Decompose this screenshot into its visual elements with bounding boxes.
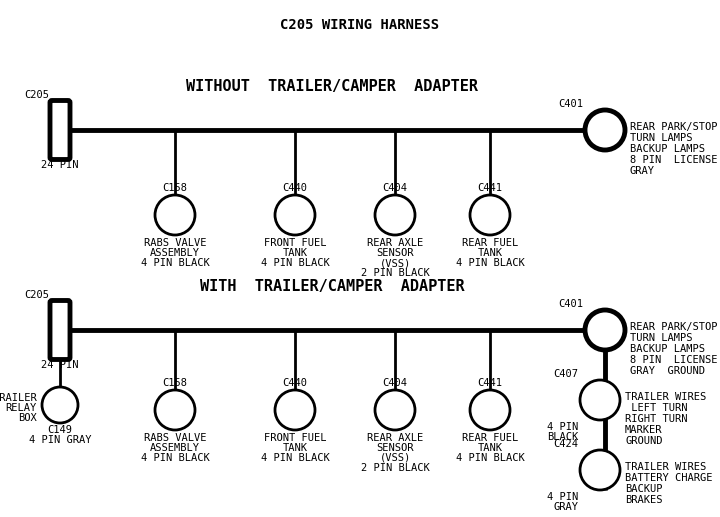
Text: 24 PIN: 24 PIN [41, 160, 78, 171]
Text: FRONT FUEL: FRONT FUEL [264, 433, 326, 443]
Text: 8 PIN  LICENSE LAMPS: 8 PIN LICENSE LAMPS [630, 155, 720, 165]
Text: C205: C205 [24, 90, 49, 100]
Text: 4 PIN: 4 PIN [546, 422, 578, 432]
Text: C441: C441 [477, 378, 503, 388]
Text: BACKUP LAMPS: BACKUP LAMPS [630, 144, 705, 154]
Text: GRAY  GROUND: GRAY GROUND [630, 366, 705, 376]
Text: GROUND: GROUND [625, 436, 662, 446]
Text: C407: C407 [553, 369, 578, 379]
Text: C401: C401 [558, 299, 583, 309]
Text: 4 PIN GRAY: 4 PIN GRAY [29, 435, 91, 445]
Circle shape [580, 450, 620, 490]
Text: C441: C441 [477, 183, 503, 193]
Text: REAR AXLE: REAR AXLE [367, 433, 423, 443]
Text: TURN LAMPS: TURN LAMPS [630, 333, 693, 343]
Text: C149: C149 [48, 425, 73, 435]
Text: 4 PIN BLACK: 4 PIN BLACK [456, 453, 524, 463]
Text: C158: C158 [163, 378, 187, 388]
Text: C440: C440 [282, 183, 307, 193]
Text: SENSOR: SENSOR [377, 443, 414, 453]
Circle shape [42, 387, 78, 423]
Circle shape [580, 380, 620, 420]
Text: BLACK: BLACK [546, 432, 578, 442]
Text: RABS VALVE: RABS VALVE [144, 433, 206, 443]
Text: FRONT FUEL: FRONT FUEL [264, 238, 326, 248]
Text: WITHOUT  TRAILER/CAMPER  ADAPTER: WITHOUT TRAILER/CAMPER ADAPTER [186, 80, 479, 95]
Text: C401: C401 [558, 99, 583, 109]
Text: GRAY: GRAY [630, 166, 655, 176]
Text: C404: C404 [382, 183, 408, 193]
Text: TURN LAMPS: TURN LAMPS [630, 133, 693, 143]
Text: C205: C205 [24, 291, 49, 300]
Text: BRAKES: BRAKES [625, 495, 662, 505]
Text: C424: C424 [553, 439, 578, 449]
Circle shape [155, 195, 195, 235]
Text: RELAY: RELAY [6, 403, 37, 413]
Text: ASSEMBLY: ASSEMBLY [150, 248, 200, 258]
Text: TRAILER: TRAILER [0, 393, 37, 403]
Circle shape [155, 390, 195, 430]
FancyBboxPatch shape [50, 100, 70, 160]
Text: GRAY: GRAY [553, 502, 578, 512]
Text: 4 PIN BLACK: 4 PIN BLACK [261, 258, 329, 268]
Text: REAR PARK/STOP: REAR PARK/STOP [630, 322, 718, 332]
Circle shape [470, 195, 510, 235]
Text: BACKUP: BACKUP [625, 484, 662, 494]
Text: REAR FUEL: REAR FUEL [462, 238, 518, 248]
Text: TANK: TANK [282, 248, 307, 258]
Circle shape [275, 195, 315, 235]
Text: 4 PIN BLACK: 4 PIN BLACK [140, 453, 210, 463]
Text: RIGHT TURN: RIGHT TURN [625, 414, 688, 424]
Text: C440: C440 [282, 378, 307, 388]
Text: REAR PARK/STOP: REAR PARK/STOP [630, 122, 718, 132]
Text: 4 PIN BLACK: 4 PIN BLACK [261, 453, 329, 463]
Text: 8 PIN  LICENSE LAMPS: 8 PIN LICENSE LAMPS [630, 355, 720, 365]
Text: C158: C158 [163, 183, 187, 193]
Circle shape [585, 110, 625, 150]
Text: (VSS): (VSS) [379, 453, 410, 463]
Text: 4 PIN BLACK: 4 PIN BLACK [140, 258, 210, 268]
Circle shape [585, 310, 625, 350]
Text: 4 PIN: 4 PIN [546, 492, 578, 502]
Text: TANK: TANK [477, 248, 503, 258]
Text: (VSS): (VSS) [379, 258, 410, 268]
Text: WITH  TRAILER/CAMPER  ADAPTER: WITH TRAILER/CAMPER ADAPTER [200, 280, 465, 295]
Text: C404: C404 [382, 378, 408, 388]
Text: TRAILER WIRES: TRAILER WIRES [625, 462, 706, 472]
Circle shape [375, 390, 415, 430]
Text: BACKUP LAMPS: BACKUP LAMPS [630, 344, 705, 354]
Text: 4 PIN BLACK: 4 PIN BLACK [456, 258, 524, 268]
Text: RABS VALVE: RABS VALVE [144, 238, 206, 248]
Text: REAR FUEL: REAR FUEL [462, 433, 518, 443]
Text: 2 PIN BLACK: 2 PIN BLACK [361, 463, 429, 473]
Text: ASSEMBLY: ASSEMBLY [150, 443, 200, 453]
Text: BOX: BOX [18, 413, 37, 423]
Circle shape [275, 390, 315, 430]
Text: SENSOR: SENSOR [377, 248, 414, 258]
Text: 24 PIN: 24 PIN [41, 360, 78, 371]
Text: 2 PIN BLACK: 2 PIN BLACK [361, 268, 429, 278]
Circle shape [470, 390, 510, 430]
Text: REAR AXLE: REAR AXLE [367, 238, 423, 248]
Text: BATTERY CHARGE: BATTERY CHARGE [625, 473, 713, 483]
Text: TANK: TANK [477, 443, 503, 453]
FancyBboxPatch shape [50, 300, 70, 359]
Text: LEFT TURN: LEFT TURN [625, 403, 688, 413]
Circle shape [375, 195, 415, 235]
Text: TANK: TANK [282, 443, 307, 453]
Text: TRAILER WIRES: TRAILER WIRES [625, 392, 706, 402]
Text: MARKER: MARKER [625, 425, 662, 435]
Text: C205 WIRING HARNESS: C205 WIRING HARNESS [280, 18, 440, 32]
